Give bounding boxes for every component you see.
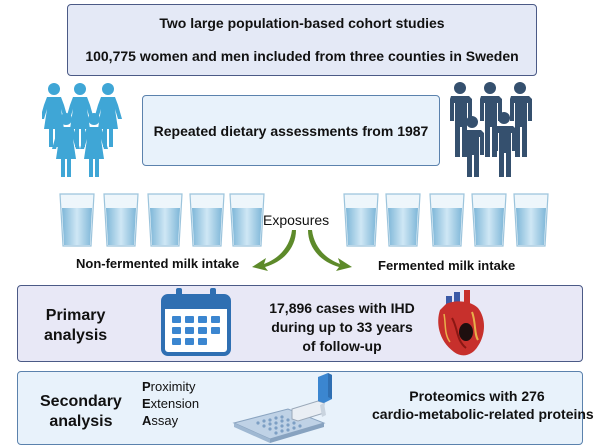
pea-ssay: ssay — [151, 413, 179, 428]
pea-e: E — [142, 396, 151, 411]
arrow-left — [252, 230, 296, 271]
glass-of-milk-icon — [429, 193, 465, 247]
heart-icon — [438, 290, 484, 356]
pipette-plate-icon — [232, 373, 332, 443]
ihd-line1: 17,896 cases with IHD — [269, 300, 415, 316]
glass-of-milk-icon — [385, 193, 421, 247]
ihd-line3: of follow-up — [302, 338, 382, 354]
primary-title-line1: Primary — [45, 307, 106, 324]
ihd-cases-text: 17,896 cases with IHD during up to 33 ye… — [252, 299, 432, 356]
dietary-assessment-box: Repeated dietary assessments from 1987 — [142, 95, 440, 166]
proteomics-text: Proteomics with 276 cardio-metabolic-rel… — [372, 387, 594, 423]
proteomics-line2: cardio-metabolic-related proteins — [372, 406, 594, 422]
fermented-milk-label: Fermented milk intake — [378, 258, 516, 273]
ihd-line2: during up to 33 years — [271, 319, 413, 335]
non-fermented-milk-label: Non-fermented milk intake — [76, 256, 240, 271]
glass-of-milk-icon — [343, 193, 379, 247]
arrow-right — [308, 230, 352, 271]
primary-analysis-box — [17, 285, 583, 362]
non-fermented-milk-glasses — [59, 193, 265, 247]
proximity-extension-assay-label: Proximity Extension Assay — [142, 378, 199, 429]
pea-xtension: xtension — [150, 396, 200, 411]
glass-of-milk-icon — [59, 193, 95, 247]
exposure-arrows — [252, 230, 352, 271]
secondary-title-line2: analysis — [49, 413, 113, 430]
proteomics-line1: Proteomics with 276 — [409, 388, 545, 404]
glass-of-milk-icon — [229, 193, 265, 247]
primary-analysis-title: Primary analysis — [44, 306, 107, 346]
glass-of-milk-icon — [189, 193, 225, 247]
glass-of-milk-icon — [471, 193, 507, 247]
exposures-label: Exposures — [263, 212, 330, 228]
fermented-milk-glasses — [343, 193, 549, 247]
secondary-title-line1: Secondary — [40, 393, 122, 410]
men-group-icon — [450, 82, 532, 177]
pea-a: A — [142, 413, 152, 428]
glass-of-milk-icon — [513, 193, 549, 247]
cohort-title: Two large population-based cohort studie… — [159, 15, 445, 31]
dietary-assessment-text: Repeated dietary assessments from 1987 — [153, 122, 429, 139]
pea-roximity: roximity — [150, 379, 196, 394]
calendar-icon — [161, 288, 231, 356]
glass-of-milk-icon — [103, 193, 139, 247]
secondary-analysis-title: Secondary analysis — [40, 392, 122, 432]
women-group-icon — [42, 83, 122, 177]
glass-of-milk-icon — [147, 193, 183, 247]
cohort-header-box: Two large population-based cohort studie… — [67, 4, 537, 76]
cohort-participants: 100,775 women and men included from thre… — [85, 48, 519, 64]
pea-p: P — [142, 379, 151, 394]
primary-title-line2: analysis — [44, 327, 108, 344]
